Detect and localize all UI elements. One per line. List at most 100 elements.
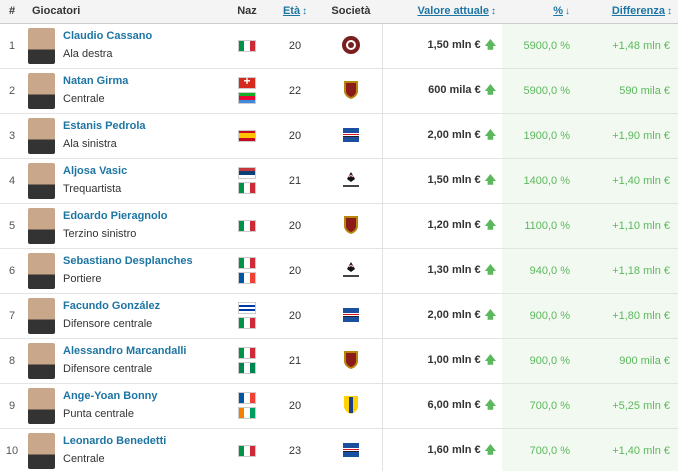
- table-header-row: # Giocatori Naz Età ↕ Società Valore attu…: [0, 0, 678, 24]
- row-number: 6: [0, 248, 24, 294]
- italy-flag-icon: [238, 347, 256, 359]
- spain-flag-icon: [238, 129, 256, 142]
- percent-cell: 900,0 %: [502, 338, 576, 384]
- percent-cell: 5900,0 %: [502, 23, 576, 69]
- player-cell: Leonardo Benedetti Centrale: [24, 428, 224, 471]
- age-cell: 20: [270, 293, 320, 339]
- club-cell: [320, 68, 383, 114]
- player-photo[interactable]: [28, 27, 55, 64]
- age-cell: 22: [270, 68, 320, 114]
- nationality-cell: [224, 23, 270, 69]
- sort-value-link[interactable]: Valore attuale: [417, 5, 489, 18]
- age-cell: 20: [270, 383, 320, 429]
- player-name-link[interactable]: Facundo González: [63, 300, 161, 312]
- difference-cell: 900 mila €: [576, 338, 678, 384]
- table-row: 4 Aljosa Vasic Trequartista 21 1,50 mln …: [0, 158, 678, 204]
- italy-flag-icon: [238, 257, 256, 269]
- player-photo[interactable]: [28, 342, 55, 379]
- player-name-link[interactable]: Leonardo Benedetti: [63, 435, 167, 447]
- reggiana-crest-icon[interactable]: [340, 79, 362, 101]
- serbia-flag-icon: [238, 167, 256, 179]
- sort-age-link[interactable]: Età: [282, 5, 301, 18]
- table-row: 7 Facundo González Difensore centrale 20…: [0, 293, 678, 339]
- player-photo[interactable]: [28, 117, 55, 154]
- reggiana-crest-icon[interactable]: [340, 214, 362, 236]
- palermo-crest-icon[interactable]: [340, 169, 362, 191]
- nationality-cell: +: [224, 68, 270, 114]
- reggiana-crest-icon[interactable]: [340, 349, 362, 371]
- table-row: 2 Natan Girma Centrale + 22 600 mila € 🡅 …: [0, 68, 678, 114]
- palermo-crest-icon[interactable]: [340, 259, 362, 281]
- arrow-up-icon: 🡅: [484, 84, 496, 96]
- header-value[interactable]: Valore attuale ↕: [382, 0, 502, 24]
- percent-cell: 1900,0 %: [502, 113, 576, 159]
- nationality-cell: [224, 383, 270, 429]
- player-position: Trequartista: [63, 183, 122, 195]
- player-position: Portiere: [63, 273, 102, 285]
- difference-cell: +1,40 mln €: [576, 428, 678, 471]
- player-name-link[interactable]: Alessandro Marcandalli: [63, 345, 187, 357]
- nigeria-flag-icon: [238, 362, 256, 374]
- market-value: 1,60 mln €: [427, 444, 481, 456]
- age-cell: 21: [270, 158, 320, 204]
- arrow-up-icon: 🡅: [484, 39, 496, 51]
- row-number: 10: [0, 428, 24, 471]
- sort-down-icon: ↓: [565, 6, 570, 18]
- difference-cell: +1,10 mln €: [576, 203, 678, 249]
- player-name-link[interactable]: Sebastiano Desplanches: [63, 255, 193, 267]
- player-cell: Natan Girma Centrale: [24, 68, 224, 114]
- parma-crest-icon[interactable]: [340, 394, 362, 416]
- player-name-link[interactable]: Natan Girma: [63, 75, 129, 87]
- header-diff[interactable]: Differenza ↕: [576, 0, 678, 24]
- header-age[interactable]: Età ↕: [270, 0, 320, 24]
- club-cell: [320, 383, 383, 429]
- player-photo[interactable]: [28, 297, 55, 334]
- player-photo[interactable]: [28, 387, 55, 424]
- market-value-cell: 1,30 mln € 🡅: [382, 248, 502, 294]
- percent-cell: 5900,0 %: [502, 68, 576, 114]
- market-value-cell: 1,20 mln € 🡅: [382, 203, 502, 249]
- player-photo[interactable]: [28, 162, 55, 199]
- player-name-link[interactable]: Ange-Yoan Bonny: [63, 390, 158, 402]
- percent-cell: 700,0 %: [502, 428, 576, 471]
- club-cell: [320, 338, 383, 384]
- player-photo[interactable]: [28, 432, 55, 469]
- difference-cell: +1,80 mln €: [576, 293, 678, 339]
- player-photo[interactable]: [28, 207, 55, 244]
- market-value-cell: 2,00 mln € 🡅: [382, 293, 502, 339]
- arrow-up-icon: 🡅: [484, 174, 496, 186]
- uruguay-flag-icon: [238, 302, 256, 314]
- percent-cell: 940,0 %: [502, 248, 576, 294]
- table-row: 6 Sebastiano Desplanches Portiere 20 1,3…: [0, 248, 678, 294]
- player-photo[interactable]: [28, 252, 55, 289]
- sampdoria-crest-icon[interactable]: [340, 124, 362, 146]
- market-value-cell: 2,00 mln € 🡅: [382, 113, 502, 159]
- club-cell: [320, 428, 383, 471]
- arrow-up-icon: 🡅: [484, 444, 496, 456]
- header-pct[interactable]: % ↓: [502, 0, 576, 24]
- sort-pct-link[interactable]: %: [553, 5, 563, 18]
- table-row: 1 Claudio Cassano Ala destra 20 1,50 mln…: [0, 23, 678, 69]
- sort-updown-icon: ↕: [667, 6, 672, 18]
- table-row: 9 Ange-Yoan Bonny Punta centrale 20 6,00…: [0, 383, 678, 429]
- player-name-link[interactable]: Edoardo Pieragnolo: [63, 210, 168, 222]
- market-value: 6,00 mln €: [427, 399, 481, 411]
- player-photo[interactable]: [28, 72, 55, 109]
- player-cell: Edoardo Pieragnolo Terzino sinistro: [24, 203, 224, 249]
- player-name-link[interactable]: Estanis Pedrola: [63, 120, 146, 132]
- player-position: Ala sinistra: [63, 138, 117, 150]
- player-name-link[interactable]: Aljosa Vasic: [63, 165, 128, 177]
- player-cell: Ange-Yoan Bonny Punta centrale: [24, 383, 224, 429]
- sampdoria-crest-icon[interactable]: [340, 304, 362, 326]
- market-value: 2,00 mln €: [427, 129, 481, 141]
- player-name-link[interactable]: Claudio Cassano: [63, 30, 153, 42]
- sort-diff-link[interactable]: Differenza: [611, 5, 665, 18]
- sampdoria-crest-icon[interactable]: [340, 439, 362, 461]
- table-row: 3 Estanis Pedrola Ala sinistra 20 2,00 m…: [0, 113, 678, 159]
- cittadella-crest-icon[interactable]: [340, 34, 362, 56]
- nationality-cell: [224, 338, 270, 384]
- header-nationality: Naz: [224, 0, 270, 24]
- italy-flag-icon: [238, 219, 256, 232]
- sort-updown-icon: ↕: [491, 6, 496, 18]
